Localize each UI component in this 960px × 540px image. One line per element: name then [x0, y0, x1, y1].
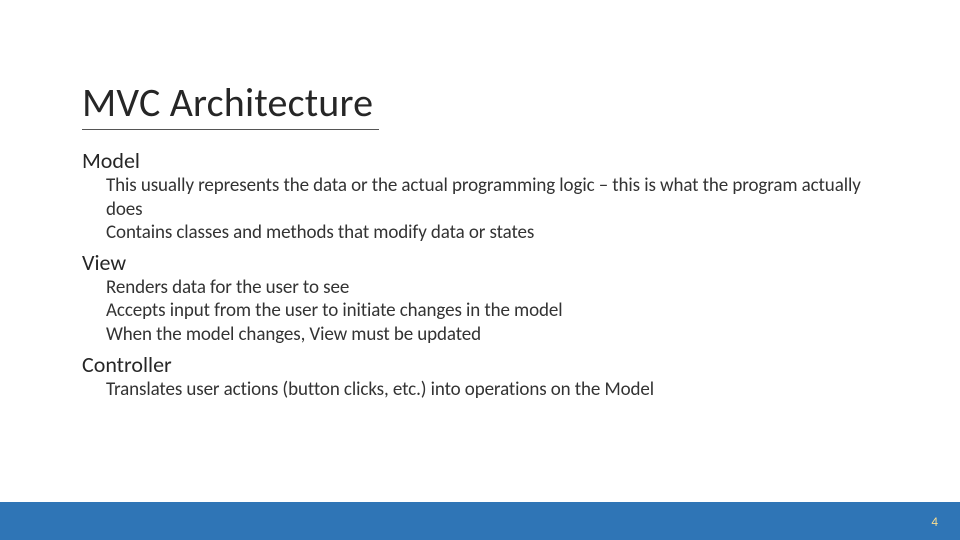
- body-text: This usually represents the data or the …: [106, 174, 882, 220]
- slide-content: Model This usually represents the data o…: [82, 142, 882, 401]
- section-heading-model: Model: [82, 148, 882, 174]
- page-number: 4: [931, 515, 938, 530]
- section-heading-controller: Controller: [82, 352, 882, 378]
- body-text: When the model changes, View must be upd…: [106, 323, 882, 346]
- slide-title: MVC Architecture: [82, 78, 379, 130]
- slide: MVC Architecture Model This usually repr…: [0, 0, 960, 540]
- body-text: Accepts input from the user to initiate …: [106, 299, 882, 322]
- body-text: Renders data for the user to see: [106, 276, 882, 299]
- footer-bar: [0, 502, 960, 540]
- body-text: Translates user actions (button clicks, …: [106, 378, 882, 401]
- section-heading-view: View: [82, 250, 882, 276]
- body-text: Contains classes and methods that modify…: [106, 221, 882, 244]
